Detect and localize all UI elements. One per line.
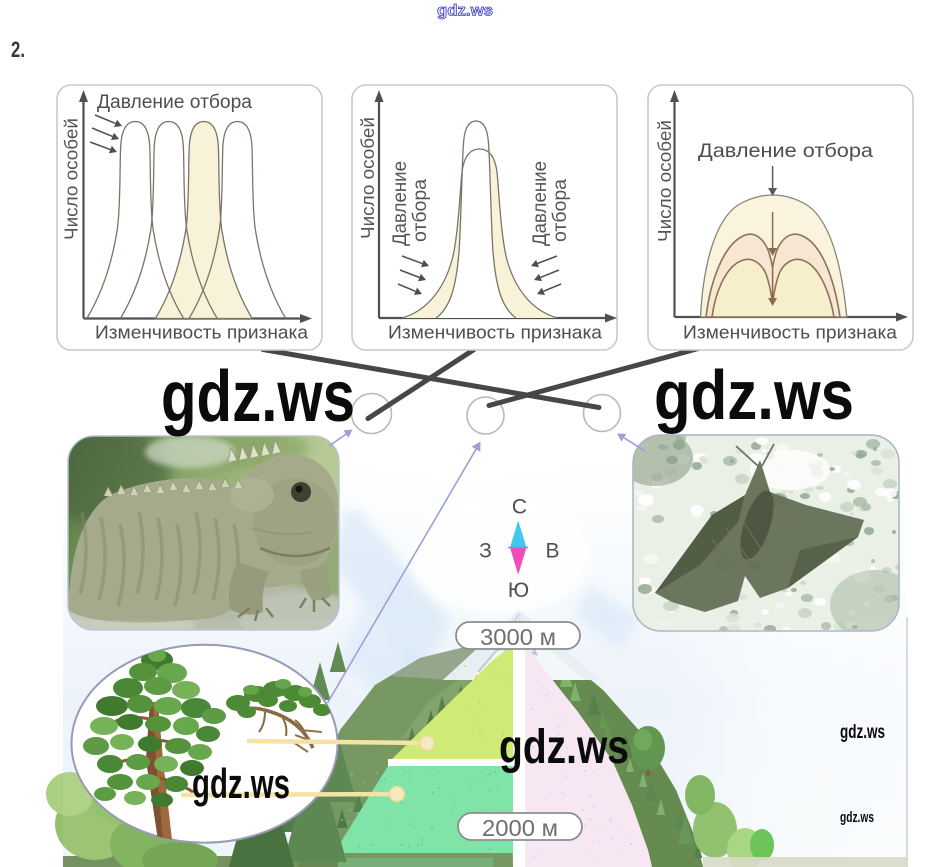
svg-text:gdz.ws: gdz.ws [654,356,854,434]
svg-text:gdz.ws: gdz.ws [499,721,629,774]
svg-text:gdz.ws: gdz.ws [192,760,290,807]
svg-text:gdz.ws: gdz.ws [840,722,885,743]
svg-text:Число особей: Число особей [655,120,675,242]
svg-text:2000 м: 2000 м [482,815,558,841]
svg-text:Давление: Давление [530,161,551,246]
svg-text:В: В [545,540,559,563]
svg-text:Давление: Давление [390,161,411,246]
svg-text:gdz.ws: gdz.ws [161,357,355,437]
svg-text:gdz.ws: gdz.ws [437,3,493,20]
svg-text:Изменчивость признака: Изменчивость признака [683,322,898,343]
svg-text:Давление отбора: Давление отбора [97,92,252,113]
svg-text:Число особей: Число особей [358,117,378,239]
svg-text:3000 м: 3000 м [480,624,556,650]
svg-text:Давление отбора: Давление отбора [698,140,873,162]
svg-text:2.: 2. [11,37,25,62]
svg-text:gdz.ws: gdz.ws [840,810,874,826]
svg-text:З: З [479,540,492,563]
svg-text:отбора: отбора [410,179,431,242]
svg-text:отбора: отбора [550,179,571,242]
svg-text:Ю: Ю [508,579,529,602]
svg-text:Число особей: Число особей [62,118,82,240]
svg-text:Изменчивость признака: Изменчивость признака [388,322,603,343]
svg-text:С: С [512,496,527,519]
svg-text:Изменчивость признака: Изменчивость признака [95,322,309,343]
